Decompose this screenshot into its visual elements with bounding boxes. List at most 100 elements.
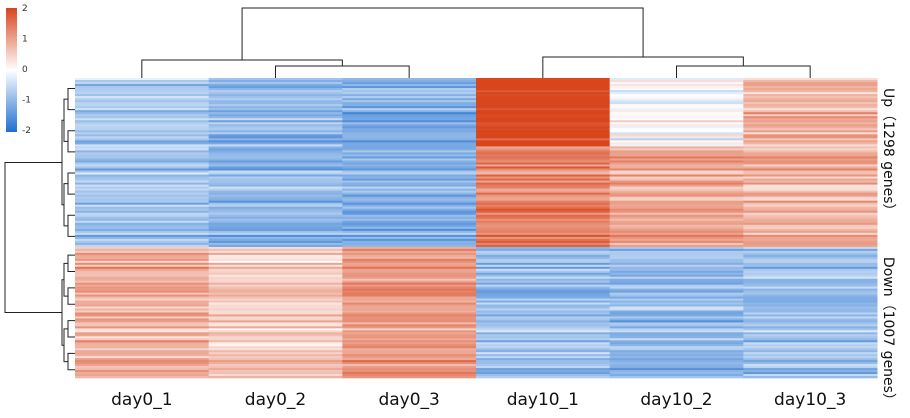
- heatmap-cell: [208, 84, 343, 87]
- heatmap-cell: [75, 280, 210, 283]
- heatmap-cell: [609, 228, 744, 232]
- heatmap-cell: [743, 348, 878, 351]
- heatmap-cell: [75, 264, 210, 268]
- heatmap-cell: [743, 106, 878, 109]
- heatmap-cell: [75, 104, 210, 107]
- heatmap-cell: [609, 156, 744, 159]
- heatmap-cell: [743, 310, 878, 313]
- heatmap-cell: [342, 308, 477, 311]
- heatmap-cell: [208, 102, 343, 105]
- heatmap-cell: [743, 188, 878, 191]
- heatmap-cell: [342, 316, 477, 319]
- heatmap-cell: [342, 184, 477, 187]
- heatmap-cell: [75, 314, 210, 317]
- heatmap-cell: [743, 364, 878, 367]
- heatmap-cell: [208, 266, 343, 270]
- heatmap-cell: [476, 102, 611, 105]
- heatmap-cell: [609, 102, 744, 105]
- heatmap-cell: [342, 280, 477, 283]
- heatmap-cell: [743, 374, 878, 377]
- heatmap-cell: [342, 82, 477, 85]
- heatmap-cell: [476, 232, 611, 236]
- heatmap-cell: [609, 218, 744, 222]
- heatmap-cell: [476, 184, 611, 187]
- heatmap-cell: [609, 296, 744, 299]
- heatmap-cell: [208, 120, 343, 123]
- heatmap-cell: [743, 278, 878, 281]
- heatmap-cell: [743, 108, 878, 111]
- heatmap-cell: [609, 204, 744, 208]
- heatmap-cell: [609, 286, 744, 289]
- heatmap-cell: [476, 140, 611, 143]
- heatmap-cell: [743, 298, 878, 301]
- heatmap-cell: [609, 222, 744, 226]
- heatmap-cell: [476, 154, 611, 157]
- heatmap-cell: [75, 238, 210, 242]
- heatmap-cell: [208, 158, 343, 161]
- heatmap-cell: [609, 192, 744, 195]
- heatmap-cell: [476, 216, 611, 220]
- heatmap-cell: [208, 100, 343, 103]
- heatmap-cell: [75, 112, 210, 115]
- heatmap-cell: [75, 228, 210, 232]
- heatmap-cell: [743, 88, 878, 91]
- heatmap-cell: [75, 222, 210, 226]
- heatmap-cell: [75, 212, 210, 216]
- heatmap-cell: [476, 296, 611, 299]
- heatmap-cell: [208, 364, 343, 367]
- heatmap-cell: [476, 204, 611, 208]
- heatmap-cell: [208, 326, 343, 329]
- heatmap-cell: [476, 368, 611, 371]
- heatmap-cell: [743, 214, 878, 218]
- column-label: day0_3: [378, 390, 439, 410]
- heatmap-cell: [75, 252, 210, 256]
- heatmap-cell: [609, 244, 744, 248]
- heatmap-cell: [75, 114, 210, 117]
- heatmap-cell: [743, 238, 878, 242]
- heatmap-cell: [342, 336, 477, 339]
- heatmap-cell: [609, 98, 744, 101]
- dendrogram-branch: [241, 7, 644, 60]
- heatmap-cell: [208, 342, 343, 345]
- heatmap-cell: [342, 88, 477, 91]
- column-label: day10_1: [507, 390, 579, 410]
- heatmap-cell: [743, 226, 878, 230]
- heatmap-cell: [609, 324, 744, 327]
- heatmap-cell: [743, 294, 878, 297]
- heatmap-cell: [476, 186, 611, 189]
- heatmap-cell: [609, 258, 744, 262]
- heatmap-cell: [476, 366, 611, 369]
- heatmap-cell: [609, 176, 744, 179]
- heatmap-cell: [75, 172, 210, 175]
- heatmap-cell: [208, 90, 343, 93]
- heatmap-cell: [609, 224, 744, 228]
- heatmap-cell: [75, 142, 210, 145]
- heatmap-cell: [75, 94, 210, 97]
- heatmap-cell: [208, 254, 343, 258]
- heatmap-cell: [476, 250, 611, 254]
- heatmap-cell: [743, 344, 878, 347]
- heatmap-cell: [342, 270, 477, 274]
- heatmap-cell: [342, 348, 477, 351]
- heatmap-cell: [75, 192, 210, 195]
- heatmap-cell: [743, 312, 878, 315]
- heatmap-cell: [342, 94, 477, 97]
- heatmap-cell: [75, 118, 210, 121]
- heatmap-cell: [342, 276, 477, 280]
- heatmap-cell: [342, 106, 477, 109]
- heatmap-cell: [75, 80, 210, 83]
- heatmap-cell: [342, 364, 477, 367]
- heatmap-cell: [743, 272, 878, 276]
- heatmap-cell: [743, 130, 878, 133]
- heatmap-cell: [743, 328, 878, 331]
- heatmap-cell: [75, 366, 210, 369]
- heatmap-cell: [208, 328, 343, 331]
- heatmap-cell: [342, 190, 477, 193]
- heatmap-cell: [342, 278, 477, 281]
- heatmap-cell: [476, 372, 611, 375]
- heatmap-cell: [208, 188, 343, 191]
- heatmap-cell: [342, 218, 477, 222]
- heatmap-cell: [75, 254, 210, 258]
- heatmap-cell: [476, 284, 611, 287]
- heatmap-cell: [75, 88, 210, 91]
